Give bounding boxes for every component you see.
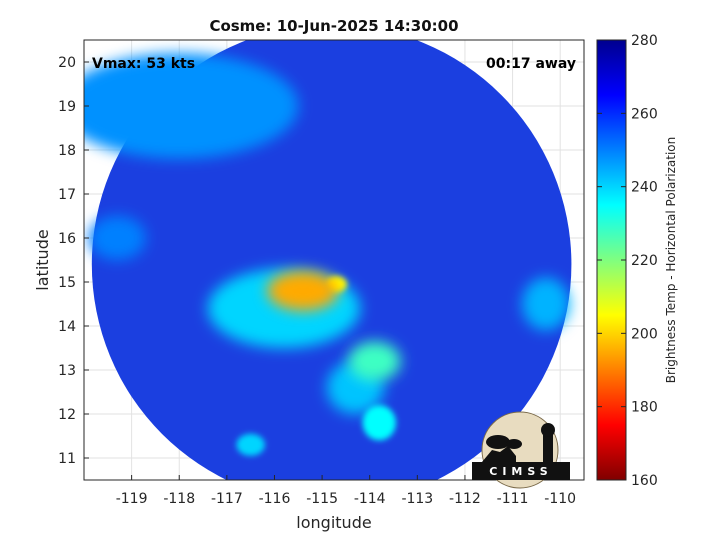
colorbar-tick-label: 260: [631, 106, 658, 122]
brightness-features: [84, 53, 570, 456]
x-tick-label: -112: [449, 491, 481, 507]
y-tick-label: 19: [58, 99, 76, 115]
colorbar-tick-label: 200: [631, 326, 658, 342]
vmax-annotation: Vmax: 53 kts: [92, 56, 195, 72]
brightness-feature: [267, 271, 339, 311]
time-away-annotation: 00:17 away: [486, 56, 576, 72]
y-tick-label: 17: [58, 187, 76, 203]
colorbar-ticks: 160 180 200 220 240 260 280: [597, 33, 658, 489]
colorbar-label: Brightness Temp - Horizontal Polarizatio…: [664, 137, 678, 384]
y-tick-label: 11: [58, 451, 76, 467]
x-tick-label: -116: [259, 491, 291, 507]
y-tick-label: 13: [58, 363, 76, 379]
brightness-feature: [522, 277, 570, 331]
brightness-feature: [236, 433, 265, 456]
colorbar-tick-label: 240: [631, 180, 658, 196]
x-tick-label: -111: [497, 491, 529, 507]
y-tick-label: 14: [58, 319, 76, 335]
x-tick-label: -113: [401, 491, 433, 507]
y-tick-label: 16: [58, 231, 76, 247]
chart-title: Cosme: 10-Jun-2025 14:30:00: [209, 17, 458, 35]
colorbar-tick-label: 220: [631, 253, 658, 269]
swath-layer: [84, 40, 572, 480]
x-axis-label: longitude: [296, 513, 371, 532]
y-tick-label: 20: [58, 55, 76, 71]
axis-ticks: -119 -118 -117 -116 -115 -114 -113 -112 -111 -110…: [58, 55, 576, 507]
y-tick-label: 15: [58, 275, 76, 291]
x-tick-label: -117: [211, 491, 243, 507]
cimss-logo: CIMSS: [472, 411, 570, 489]
y-tick-label: 18: [58, 143, 76, 159]
plot-area: -119 -118 -117 -116 -115 -114 -113 -112 -111 -110…: [58, 39, 585, 507]
y-tick-label: 12: [58, 407, 76, 423]
logo-text: CIMSS: [489, 465, 552, 478]
colorbar: 160 180 200 220 240 260 280 Brightness Temp - …: [596, 33, 678, 489]
brightness-feature: [348, 341, 401, 382]
y-axis-label: latitude: [33, 229, 52, 290]
colorbar-tick-label: 180: [631, 400, 658, 416]
x-tick-label: -115: [306, 491, 338, 507]
brightness-feature: [362, 405, 396, 441]
x-tick-label: -110: [544, 491, 576, 507]
x-tick-label: -119: [116, 491, 148, 507]
plot-frame: [83, 39, 585, 481]
colorbar-tick-label: 160: [631, 473, 658, 489]
colorbar-tick-label: 280: [631, 33, 658, 49]
brightness-feature: [84, 53, 299, 159]
x-tick-label: -118: [163, 491, 195, 507]
x-tick-label: -114: [354, 491, 386, 507]
brightness-feature: [88, 216, 146, 260]
